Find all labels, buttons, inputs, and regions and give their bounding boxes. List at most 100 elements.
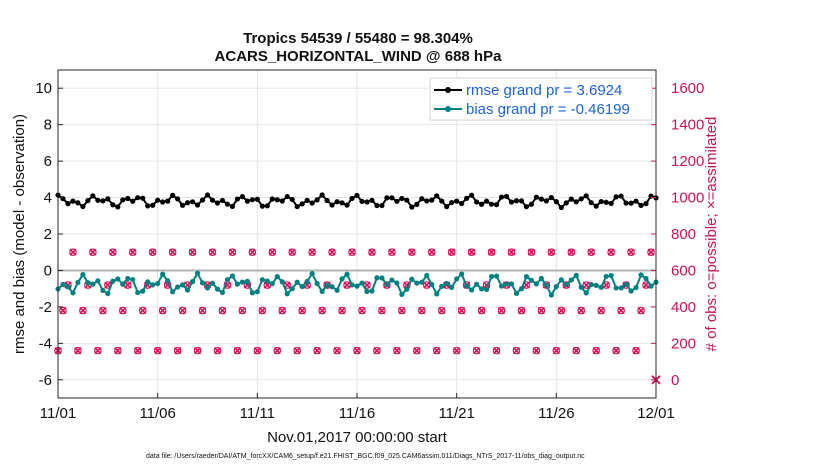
series-point <box>488 273 495 280</box>
obs-assimilated-marker <box>438 306 446 315</box>
series-point <box>204 192 211 198</box>
series-point <box>558 277 564 283</box>
series-point <box>474 281 480 287</box>
series-point <box>553 283 559 290</box>
obs-possible-marker <box>118 306 127 315</box>
obs-possible-marker <box>383 281 391 289</box>
series-point <box>65 201 71 207</box>
legend-rmse-label: rmse grand pr = 3.6924 <box>466 82 622 99</box>
series-point <box>209 197 216 203</box>
series-point <box>439 198 445 204</box>
obs-assimilated-marker <box>492 347 501 355</box>
obs-assimilated-marker <box>632 347 640 355</box>
series-point <box>165 198 171 204</box>
series-point <box>309 271 315 277</box>
series-point <box>439 283 445 289</box>
series-point <box>175 284 181 290</box>
series-point <box>369 197 375 203</box>
x-tick-label: 11/16 <box>339 405 375 422</box>
obs-assimilated-marker <box>179 306 187 315</box>
obs-possible-marker <box>592 346 601 355</box>
series-point <box>319 288 325 294</box>
obs-possible-marker <box>378 306 386 315</box>
series-point <box>404 286 410 292</box>
obs-assimilated-marker <box>193 347 202 355</box>
y-tick-label: -6 <box>39 372 52 389</box>
series-point <box>75 279 81 286</box>
obs-possible-marker <box>373 346 381 355</box>
series-point <box>429 281 435 288</box>
obs-assimilated-marker <box>69 248 77 256</box>
series-point <box>434 291 440 297</box>
series-point <box>498 283 505 289</box>
obs-assimilated-marker <box>298 306 306 315</box>
obs-assimilated-marker <box>353 347 361 355</box>
y2-tick-label: 800 <box>671 226 696 243</box>
obs-assimilated-marker <box>537 306 545 315</box>
obs-assimilated-marker <box>74 347 82 355</box>
series-point <box>394 198 400 204</box>
series-point <box>239 194 245 200</box>
series-point <box>369 288 375 294</box>
obs-possible-marker <box>562 281 571 289</box>
series-point <box>224 201 231 207</box>
series-point <box>399 291 405 297</box>
y2-tick-label: 200 <box>671 335 696 352</box>
obs-possible-marker <box>148 248 157 257</box>
obs-assimilated-marker <box>627 248 635 256</box>
obs-possible-marker <box>193 346 202 355</box>
obs-possible-marker <box>208 248 217 257</box>
obs-possible-marker <box>552 346 561 355</box>
series-point <box>100 198 106 204</box>
series-point <box>419 196 425 202</box>
series-point <box>229 203 236 209</box>
series-point <box>613 285 619 291</box>
series-point <box>459 200 465 207</box>
obs-possible-marker <box>308 248 316 257</box>
obs-assimilated-marker <box>149 248 157 256</box>
series-point <box>274 197 280 203</box>
series-point <box>329 284 335 290</box>
obs-assimilated-marker <box>134 347 142 355</box>
series-point <box>528 277 535 283</box>
obs-possible-marker <box>492 346 501 355</box>
obs-assimilated-marker <box>174 347 182 355</box>
obs-possible-marker <box>238 306 247 315</box>
obs-assimilated-marker <box>94 347 102 355</box>
obs-possible-marker <box>512 346 521 355</box>
series-point <box>374 275 380 281</box>
series-point <box>409 204 415 210</box>
obs-possible-marker <box>542 281 551 289</box>
series-point <box>419 279 425 285</box>
series-point <box>145 279 151 285</box>
obs-possible-marker <box>637 306 645 315</box>
series-point <box>359 280 365 286</box>
x-tick-label: 12/01 <box>637 405 675 422</box>
obs-possible-marker <box>128 248 137 257</box>
series-point <box>269 196 275 202</box>
series-point <box>299 283 305 290</box>
series-point <box>384 281 390 288</box>
obs-possible-marker <box>527 248 536 257</box>
series-point <box>528 201 535 207</box>
series-point <box>175 196 181 202</box>
obs-possible-marker <box>168 248 177 257</box>
series-point <box>80 271 86 278</box>
obs-assimilated-marker <box>398 306 406 315</box>
obs-possible-marker <box>198 306 207 315</box>
obs-assimilated-marker <box>582 281 590 289</box>
series-point <box>349 195 355 202</box>
series-point <box>583 193 589 199</box>
series-point <box>429 197 435 203</box>
series-point <box>354 192 360 199</box>
obs-possible-marker <box>388 248 396 257</box>
series-point <box>234 281 240 287</box>
obs-possible-marker <box>258 306 267 315</box>
obs-assimilated-marker <box>114 347 122 355</box>
obs-possible-marker <box>348 248 356 257</box>
obs-assimilated-marker <box>637 306 645 315</box>
series-point <box>219 197 226 204</box>
series-point <box>359 198 365 204</box>
obs-possible-marker <box>447 248 456 257</box>
series-point <box>189 199 196 205</box>
